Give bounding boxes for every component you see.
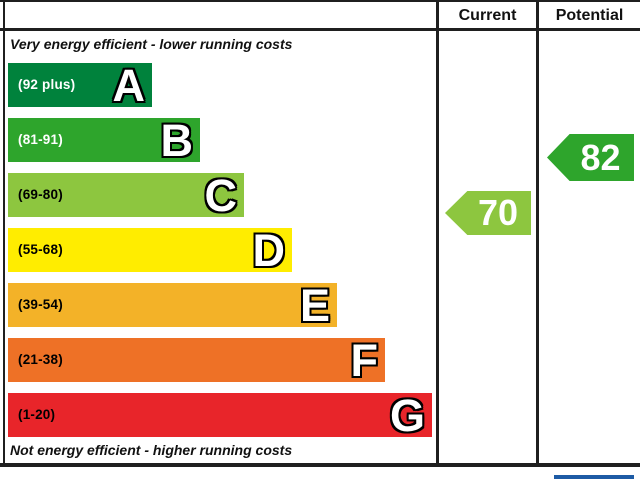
band-letter: C bbox=[204, 170, 238, 221]
potential-column-header: Potential bbox=[555, 7, 624, 24]
band-range-label: (1-20) bbox=[18, 407, 56, 422]
band-row-c: (69-80) C bbox=[8, 170, 244, 221]
band-row-b: (81-91) B bbox=[8, 115, 200, 166]
band-letter: F bbox=[350, 335, 379, 386]
table-top-border bbox=[0, 0, 640, 2]
potential-rating-arrow: 82 bbox=[547, 134, 634, 181]
band-range-label: (39-54) bbox=[18, 297, 63, 312]
current-rating-value: 70 bbox=[477, 192, 519, 233]
band-row-g: (1-20) G bbox=[8, 390, 432, 441]
potential-column-divider bbox=[536, 0, 539, 467]
band-letter: A bbox=[112, 60, 146, 111]
current-column-header: Current bbox=[458, 7, 517, 24]
band-row-e: (39-54) E bbox=[8, 280, 337, 331]
current-rating-arrow: 70 bbox=[445, 191, 531, 235]
band-letter: D bbox=[252, 225, 286, 276]
next-section-blue-edge bbox=[554, 475, 634, 479]
caption-very-efficient: Very energy efficient - lower running co… bbox=[10, 36, 293, 52]
band-letter: B bbox=[160, 115, 194, 166]
band-range-label: (55-68) bbox=[18, 242, 63, 257]
potential-rating-value: 82 bbox=[580, 136, 621, 178]
table-bottom-border bbox=[0, 463, 640, 467]
band-row-a: (92 plus) A bbox=[8, 60, 152, 111]
band-row-f: (21-38) F bbox=[8, 335, 385, 386]
band-row-d: (55-68) D bbox=[8, 225, 292, 276]
table-left-border bbox=[3, 0, 5, 467]
band-range-label: (69-80) bbox=[18, 187, 63, 202]
header-bottom-border bbox=[0, 28, 640, 31]
band-letter: E bbox=[299, 280, 330, 331]
current-column-divider bbox=[436, 0, 439, 467]
band-range-label: (21-38) bbox=[18, 352, 63, 367]
band-letter: G bbox=[389, 390, 425, 441]
caption-not-efficient: Not energy efficient - higher running co… bbox=[10, 442, 293, 458]
band-range-label: (92 plus) bbox=[18, 77, 76, 92]
band-range-label: (81-91) bbox=[18, 132, 63, 147]
